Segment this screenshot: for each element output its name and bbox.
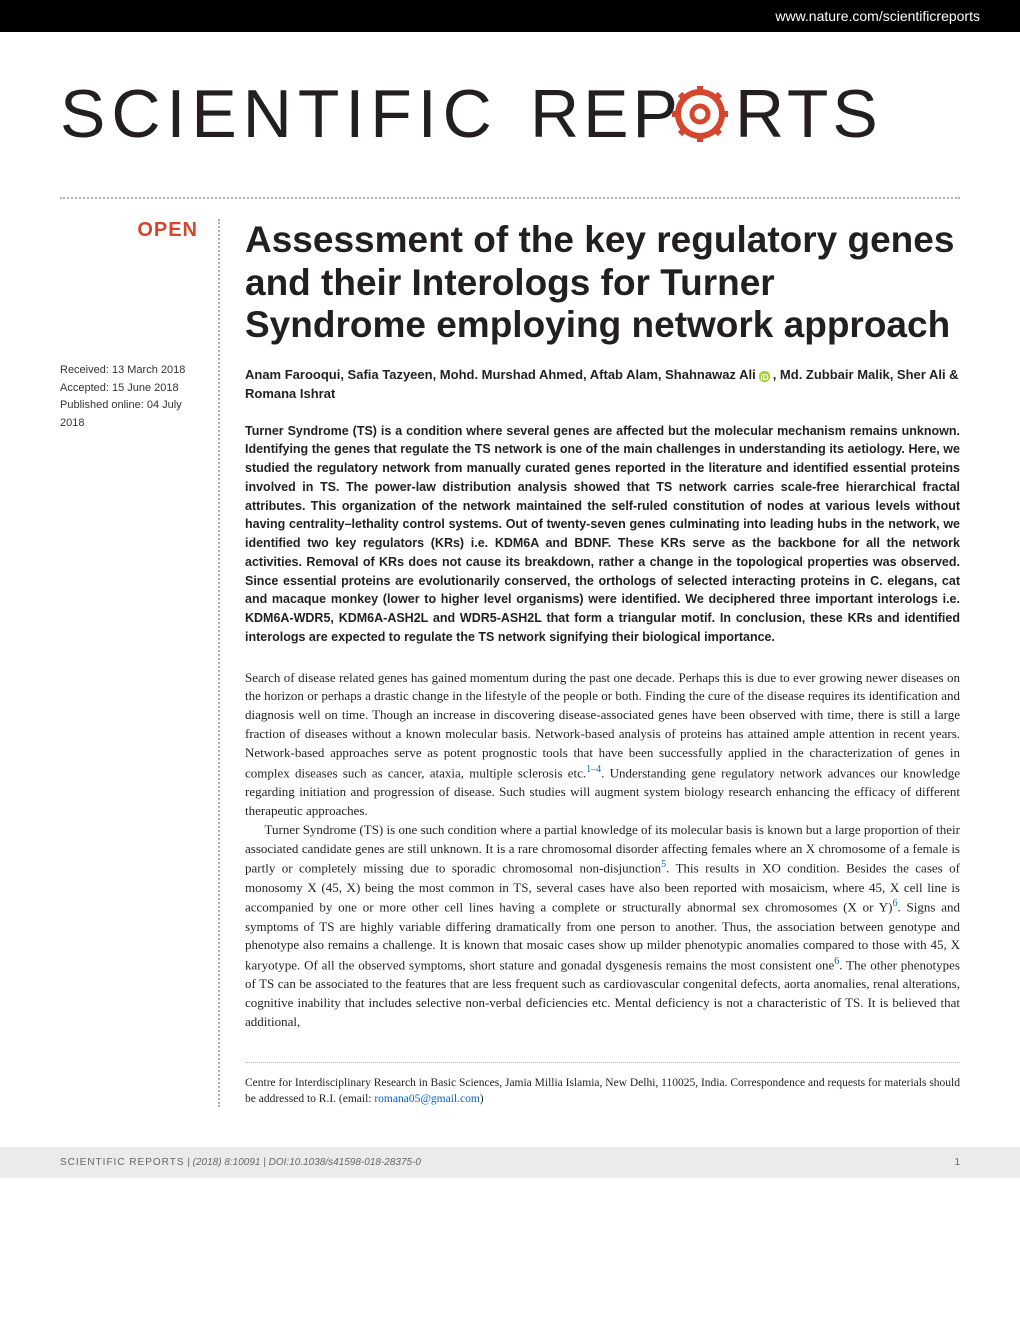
svg-text:RTS: RTS — [735, 76, 882, 152]
journal-logo: SCIENTIFIC REP RTS — [0, 32, 1020, 197]
author-separator: , — [773, 367, 780, 382]
body-text: Search of disease related genes has gain… — [245, 669, 960, 1032]
footer-left: SCIENTIFIC REPORTS | (2018) 8:10091 | DO… — [60, 1157, 421, 1168]
article-title: Assessment of the key regulatory genes a… — [245, 219, 960, 347]
svg-text:iD: iD — [760, 372, 768, 381]
journal-url: www.nature.com/scientificreports — [775, 8, 980, 24]
page-footer: SCIENTIFIC REPORTS | (2018) 8:10091 | DO… — [0, 1147, 1020, 1178]
publication-dates: Received: 13 March 2018 Accepted: 15 Jun… — [60, 362, 198, 432]
page-number: 1 — [954, 1157, 960, 1168]
footer-citation: | (2018) 8:10091 | DOI:10.1038/s41598-01… — [185, 1157, 421, 1168]
received-date: Received: 13 March 2018 — [60, 362, 198, 380]
article-main: Assessment of the key regulatory genes a… — [220, 219, 960, 1107]
affiliation-text: Centre for Interdisciplinary Research in… — [245, 1077, 960, 1105]
body-paragraph-2: Turner Syndrome (TS) is one such conditi… — [245, 821, 960, 1032]
svg-text:SCIENTIFIC: SCIENTIFIC — [60, 76, 498, 152]
body-paragraph-1: Search of disease related genes has gain… — [245, 669, 960, 821]
ref-link[interactable]: 1–4 — [586, 764, 601, 775]
correspondence-email[interactable]: romana05@gmail.com — [374, 1093, 479, 1105]
abstract: Turner Syndrome (TS) is a condition wher… — [245, 422, 960, 647]
left-sidebar: OPEN Received: 13 March 2018 Accepted: 1… — [60, 219, 220, 1107]
published-date: Published online: 04 July 2018 — [60, 397, 198, 432]
header-url-bar: www.nature.com/scientificreports — [0, 0, 1020, 32]
author-list: Anam Farooqui, Safia Tazyeen, Mohd. Murs… — [245, 365, 960, 404]
affiliation-block: Centre for Interdisciplinary Research in… — [245, 1062, 960, 1107]
abstract-text: Turner Syndrome (TS) is a condition wher… — [245, 424, 960, 644]
affiliation-end: ) — [480, 1093, 484, 1105]
open-access-badge: OPEN — [60, 219, 198, 242]
footer-journal: SCIENTIFIC REPORTS — [60, 1157, 185, 1168]
authors-line-1: Anam Farooqui, Safia Tazyeen, Mohd. Murs… — [245, 367, 756, 382]
accepted-date: Accepted: 15 June 2018 — [60, 380, 198, 398]
orcid-icon: iD — [758, 369, 771, 382]
article-content: OPEN Received: 13 March 2018 Accepted: 1… — [0, 199, 1020, 1147]
svg-text:REP: REP — [530, 76, 682, 152]
scientific-reports-logo: SCIENTIFIC REP RTS — [60, 72, 960, 162]
